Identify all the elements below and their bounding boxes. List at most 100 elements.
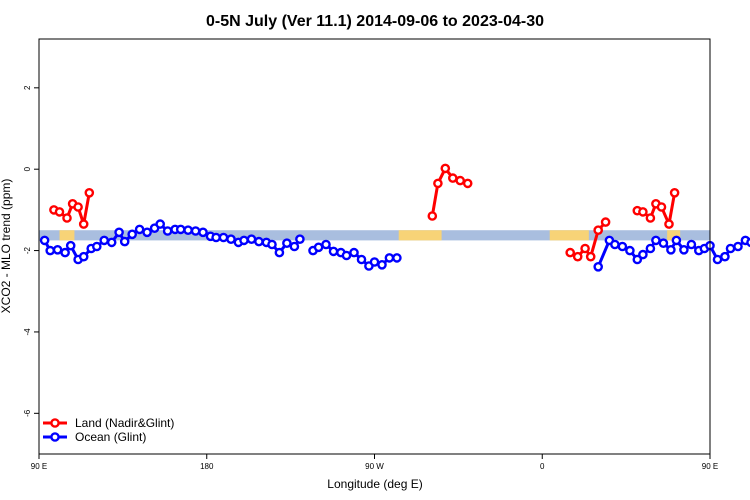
data-point — [645, 213, 656, 223]
data-point — [427, 211, 438, 221]
data-point — [190, 226, 201, 236]
data-point — [638, 249, 648, 260]
data-point — [175, 224, 186, 235]
data-point — [447, 173, 458, 183]
data-point — [254, 236, 264, 247]
data-point — [600, 217, 611, 227]
y-axis-label: XCO2 - MLO trend (ppm) — [0, 179, 13, 314]
data-point — [295, 234, 305, 244]
data-point — [92, 241, 102, 252]
y-tick-label: 2 — [23, 85, 32, 90]
data-point — [384, 253, 395, 263]
data-point — [45, 245, 56, 256]
data-point — [593, 261, 604, 272]
data-point — [679, 244, 689, 255]
data-point — [226, 234, 236, 244]
data-point — [610, 239, 620, 250]
x-tick-label: 180 — [200, 462, 214, 471]
y-tick-label: 0 — [23, 166, 32, 171]
data-point — [645, 243, 656, 254]
data-point — [218, 232, 229, 243]
y-tick-label: -6 — [23, 409, 32, 417]
data-point — [106, 237, 117, 248]
data-point — [99, 235, 109, 246]
data-point — [62, 213, 72, 223]
data-point — [39, 235, 50, 246]
data-point — [369, 257, 380, 267]
data-point — [142, 227, 152, 238]
x-tick-label: 0 — [540, 462, 545, 471]
data-point — [78, 251, 89, 262]
land-band — [667, 230, 681, 241]
data-point — [134, 224, 145, 235]
x-tick-label: 90 E — [702, 462, 718, 471]
data-point — [162, 226, 173, 236]
legend-label: Land (Nadir&Glint) — [75, 416, 174, 430]
legend-item: Land (Nadir&Glint) — [43, 416, 174, 430]
y-tick-label: -2 — [23, 246, 32, 254]
data-point — [733, 241, 743, 252]
data-point — [462, 178, 473, 189]
data-point — [580, 243, 590, 254]
data-point — [52, 244, 63, 255]
legend-label: Ocean (Glint) — [75, 430, 146, 444]
data-point — [625, 245, 635, 256]
series-layer — [39, 163, 750, 272]
reference-band — [39, 230, 710, 241]
data-point — [119, 236, 130, 247]
data-point — [440, 163, 451, 174]
data-point — [114, 227, 124, 238]
data-point — [73, 202, 83, 212]
data-point — [712, 254, 723, 265]
data-point — [433, 178, 443, 189]
x-axis: 90 E 180 90 W 0 90 E — [31, 454, 718, 471]
legend-marker — [50, 432, 60, 442]
plot-frame — [38, 38, 711, 455]
data-point — [246, 234, 257, 244]
y-axis: -6 -4 -2 0 2 — [23, 85, 39, 417]
x-tick-label: 90 W — [365, 462, 384, 471]
data-point — [392, 253, 402, 263]
data-point — [720, 251, 730, 262]
data-point — [666, 244, 676, 255]
data-point — [565, 247, 576, 258]
data-point — [341, 250, 352, 261]
data-point — [572, 251, 583, 262]
legend-marker — [50, 418, 60, 428]
data-point — [267, 239, 277, 250]
data-point — [198, 227, 208, 238]
data-point — [321, 239, 331, 250]
ocean-band — [39, 230, 710, 241]
data-point — [725, 243, 736, 254]
data-point — [127, 229, 137, 240]
data-point — [617, 241, 628, 252]
data-point — [638, 207, 648, 217]
data-point — [593, 225, 604, 235]
data-point — [282, 238, 292, 248]
data-point — [183, 225, 193, 235]
y-tick-label: -4 — [23, 328, 32, 336]
series — [39, 219, 750, 272]
data-point — [658, 238, 669, 248]
data-point — [585, 251, 596, 262]
data-point — [84, 187, 95, 198]
data-point — [289, 241, 300, 252]
legend-item: Ocean (Glint) — [43, 430, 146, 444]
data-point — [686, 239, 697, 250]
data-point — [60, 247, 70, 258]
data-point — [664, 219, 674, 229]
data-point — [328, 246, 339, 257]
data-point — [313, 242, 324, 253]
data-point — [671, 235, 682, 246]
chart-title: 0-5N July (Ver 11.1) 2014-09-06 to 2023-… — [206, 13, 544, 30]
data-point — [356, 254, 367, 265]
data-point — [455, 175, 466, 186]
data-point — [65, 240, 76, 251]
data-point — [669, 187, 680, 198]
data-point — [54, 207, 65, 217]
data-point — [656, 202, 667, 212]
series — [49, 163, 680, 262]
x-axis-label: Longitude (deg E) — [327, 477, 422, 491]
data-point — [377, 259, 387, 270]
